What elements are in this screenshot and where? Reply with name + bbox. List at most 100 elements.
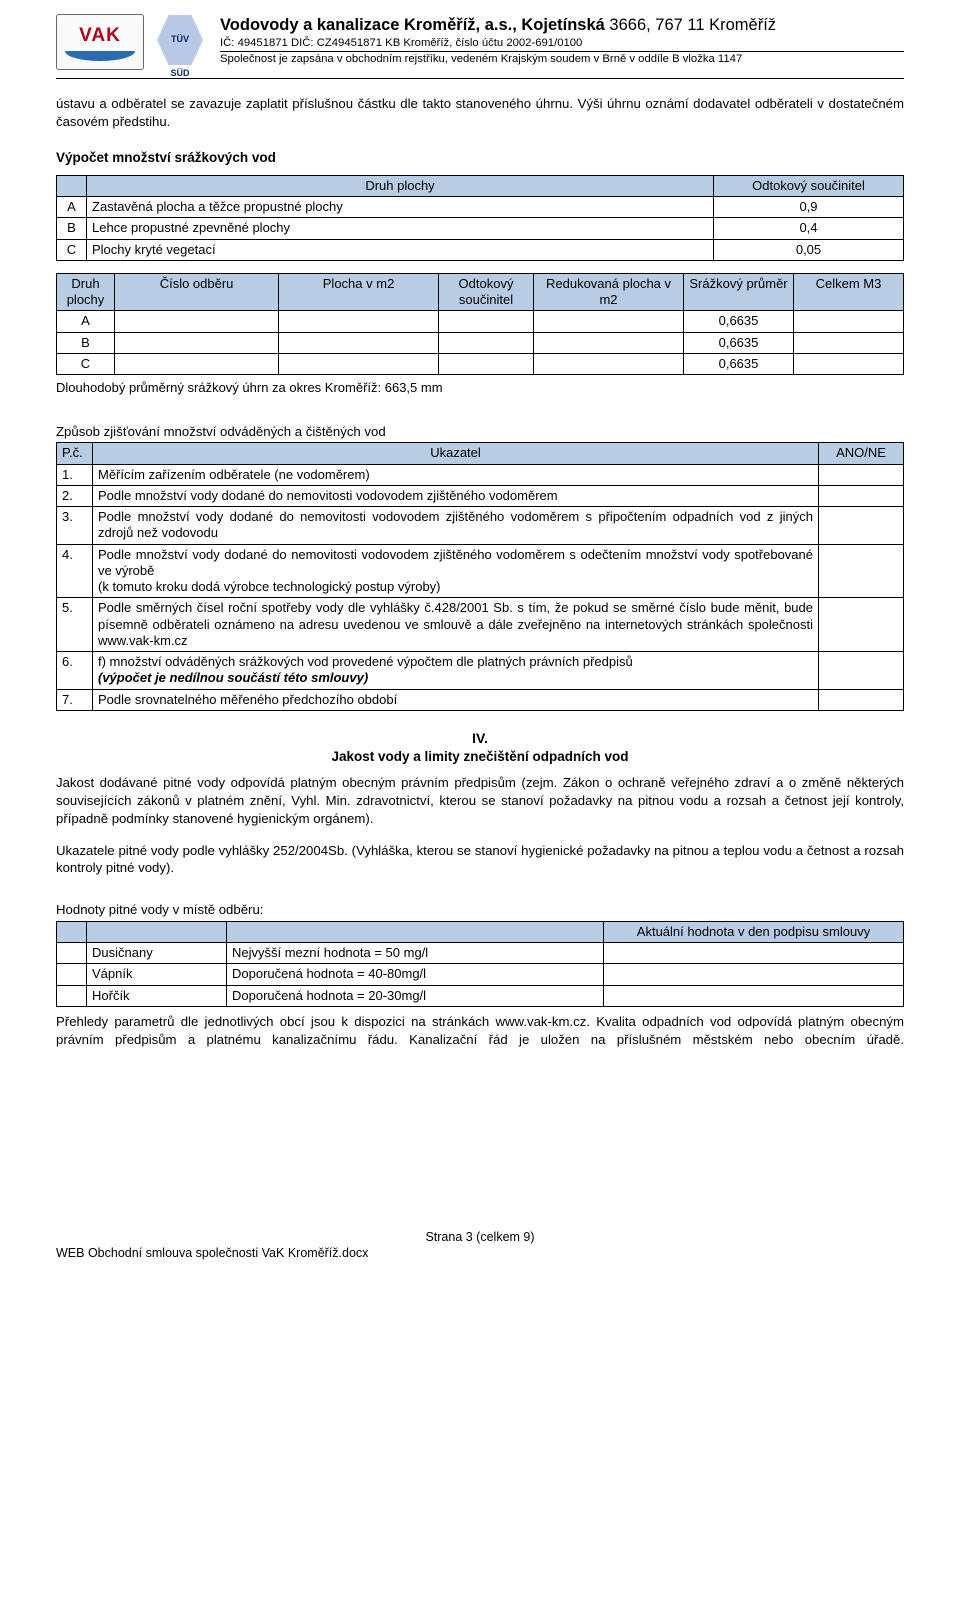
header-title: Vodovody a kanalizace Kroměříž, a.s., Ko… — [220, 14, 904, 36]
method-row-text: Podle směrných čísel roční spotřeby vody… — [93, 598, 819, 652]
wv-blank — [57, 964, 87, 985]
method-row-num: 6. — [57, 652, 93, 690]
area-cell — [794, 311, 904, 332]
table-row: 3. Podle množství vody dodané do nemovit… — [57, 507, 904, 545]
area-cell — [115, 311, 279, 332]
area-row-prumer: 0,6635 — [684, 332, 794, 353]
method-row-text: Podle množství vody dodané do nemovitost… — [93, 544, 819, 598]
calc-section-title: Výpočet množství srážkových vod — [56, 149, 904, 167]
area-cell — [439, 353, 534, 374]
coef-row-value: 0,05 — [714, 239, 904, 260]
runoff-coef-table: Druh plochy Odtokový součinitel A Zastav… — [56, 175, 904, 261]
header-title-bold: Vodovody a kanalizace Kroměříž, a.s., Ko… — [220, 16, 605, 34]
method-section-title: Způsob zjišťování množství odváděných a … — [56, 423, 904, 441]
method-row-text: Měřícím zařízením odběratele (ne vodoměr… — [93, 464, 819, 485]
table-row: C Plochy kryté vegetací 0,05 — [57, 239, 904, 260]
section4-subtitle: Jakost vody a limity znečištění odpadníc… — [56, 748, 904, 766]
wv-blank — [57, 943, 87, 964]
method-row6-main: f) množství odváděných srážkových vod pr… — [98, 654, 633, 669]
intro-paragraph: ústavu a odběratel se zavazuje zaplatit … — [56, 95, 904, 131]
header-title-thin: 3666, 767 11 Kroměříž — [605, 16, 776, 34]
section4-p2: Ukazatele pitné vody podle vyhlášky 252/… — [56, 842, 904, 878]
method-row-an — [819, 464, 904, 485]
area-hdr: Plocha v m2 — [279, 273, 439, 311]
coef-row-label: C — [57, 239, 87, 260]
coef-hdr-empty — [57, 175, 87, 196]
vak-logo-icon: VAK — [56, 14, 144, 70]
method-row-num: 7. — [57, 689, 93, 710]
method-hdr-an: ANO/NE — [819, 443, 904, 464]
table-row: 7. Podle srovnatelného měřeného předchoz… — [57, 689, 904, 710]
area-cell — [794, 332, 904, 353]
wv-desc: Doporučená hodnota = 40-80mg/l — [227, 964, 604, 985]
header-logos: VAK TÜV SÜD — [56, 14, 206, 76]
area-detail-table: Druh plochy Číslo odběru Plocha v m2 Odt… — [56, 273, 904, 375]
footer-filename: WEB Obchodní smlouva společnosti VaK Kro… — [56, 1245, 904, 1262]
method-row-num: 5. — [57, 598, 93, 652]
method-row-an — [819, 689, 904, 710]
page-footer: Strana 3 (celkem 9) WEB Obchodní smlouva… — [56, 1229, 904, 1263]
method-row-text: f) množství odváděných srážkových vod pr… — [93, 652, 819, 690]
table-row: 5. Podle směrných čísel roční spotřeby v… — [57, 598, 904, 652]
method-row-an — [819, 652, 904, 690]
area-hdr: Srážkový průměr — [684, 273, 794, 311]
table-row: Dusičnany Nejvyšší mezní hodnota = 50 mg… — [57, 943, 904, 964]
header-line-registry: Společnost je zapsána v obchodním rejstř… — [220, 52, 904, 66]
area-hdr: Druh plochy — [57, 273, 115, 311]
section4-p1: Jakost dodávané pitné vody odpovídá plat… — [56, 774, 904, 827]
wv-hdr-blank1 — [57, 921, 87, 942]
wv-desc: Nejvyšší mezní hodnota = 50 mg/l — [227, 943, 604, 964]
vak-logo-wave — [65, 51, 135, 61]
coef-row-value: 0,9 — [714, 197, 904, 218]
wv-hdr-blank3 — [227, 921, 604, 942]
area-cell — [534, 332, 684, 353]
water-values-title: Hodnoty pitné vody v místě odběru: — [56, 901, 904, 919]
table-row: Vápník Doporučená hodnota = 40-80mg/l — [57, 964, 904, 985]
area-cell — [439, 332, 534, 353]
area-cell — [279, 332, 439, 353]
method-row-an — [819, 485, 904, 506]
method-row6-italic: (výpočet je nedílnou součástí této smlou… — [98, 670, 368, 685]
area-hdr: Celkem M3 — [794, 273, 904, 311]
method-table: P.č. Ukazatel ANO/NE 1. Měřícím zařízení… — [56, 442, 904, 711]
method-row-text: Podle množství vody dodané do nemovitost… — [93, 485, 819, 506]
coef-row-name: Zastavěná plocha a těžce propustné ploch… — [87, 197, 714, 218]
wv-blank — [57, 985, 87, 1006]
wv-name: Dusičnany — [87, 943, 227, 964]
area-hdr: Redukovaná plocha v m2 — [534, 273, 684, 311]
coef-row-name: Plochy kryté vegetací — [87, 239, 714, 260]
area-cell — [534, 353, 684, 374]
wv-val — [604, 964, 904, 985]
table-row: A Zastavěná plocha a těžce propustné plo… — [57, 197, 904, 218]
table-row: A 0,6635 — [57, 311, 904, 332]
area-cell — [794, 353, 904, 374]
wv-hdr-blank2 — [87, 921, 227, 942]
method-row-num: 1. — [57, 464, 93, 485]
wv-val — [604, 985, 904, 1006]
section4-p3-text: Přehledy parametrů dle jednotlivých obcí… — [56, 1013, 904, 1049]
tuv-logo-text: TÜV — [171, 35, 189, 44]
vak-logo-text: VAK — [79, 23, 121, 49]
method-row-num: 3. — [57, 507, 93, 545]
area-hdr: Číslo odběru — [115, 273, 279, 311]
area-cell — [439, 311, 534, 332]
coef-hdr-souc: Odtokový součinitel — [714, 175, 904, 196]
footer-page-number: Strana 3 (celkem 9) — [56, 1229, 904, 1246]
area-row-label: C — [57, 353, 115, 374]
method-row-an — [819, 598, 904, 652]
table-row: Hořčík Doporučená hodnota = 20-30mg/l — [57, 985, 904, 1006]
area-table-note: Dlouhodobý průměrný srážkový úhrn za okr… — [56, 379, 904, 397]
water-values-table: Aktuální hodnota v den podpisu smlouvy D… — [56, 921, 904, 1007]
coef-row-label: B — [57, 218, 87, 239]
tuv-logo-hex: TÜV — [157, 14, 203, 66]
method-row-text: Podle množství vody dodané do nemovitost… — [93, 507, 819, 545]
table-row: 1. Měřícím zařízením odběratele (ne vodo… — [57, 464, 904, 485]
wv-name: Vápník — [87, 964, 227, 985]
area-row-label: A — [57, 311, 115, 332]
table-row: B 0,6635 — [57, 332, 904, 353]
table-row: C 0,6635 — [57, 353, 904, 374]
section4-p3: Přehledy parametrů dle jednotlivých obcí… — [56, 1013, 904, 1049]
coef-row-value: 0,4 — [714, 218, 904, 239]
wv-desc: Doporučená hodnota = 20-30mg/l — [227, 985, 604, 1006]
tuv-logo-icon: TÜV SÜD — [154, 14, 206, 76]
